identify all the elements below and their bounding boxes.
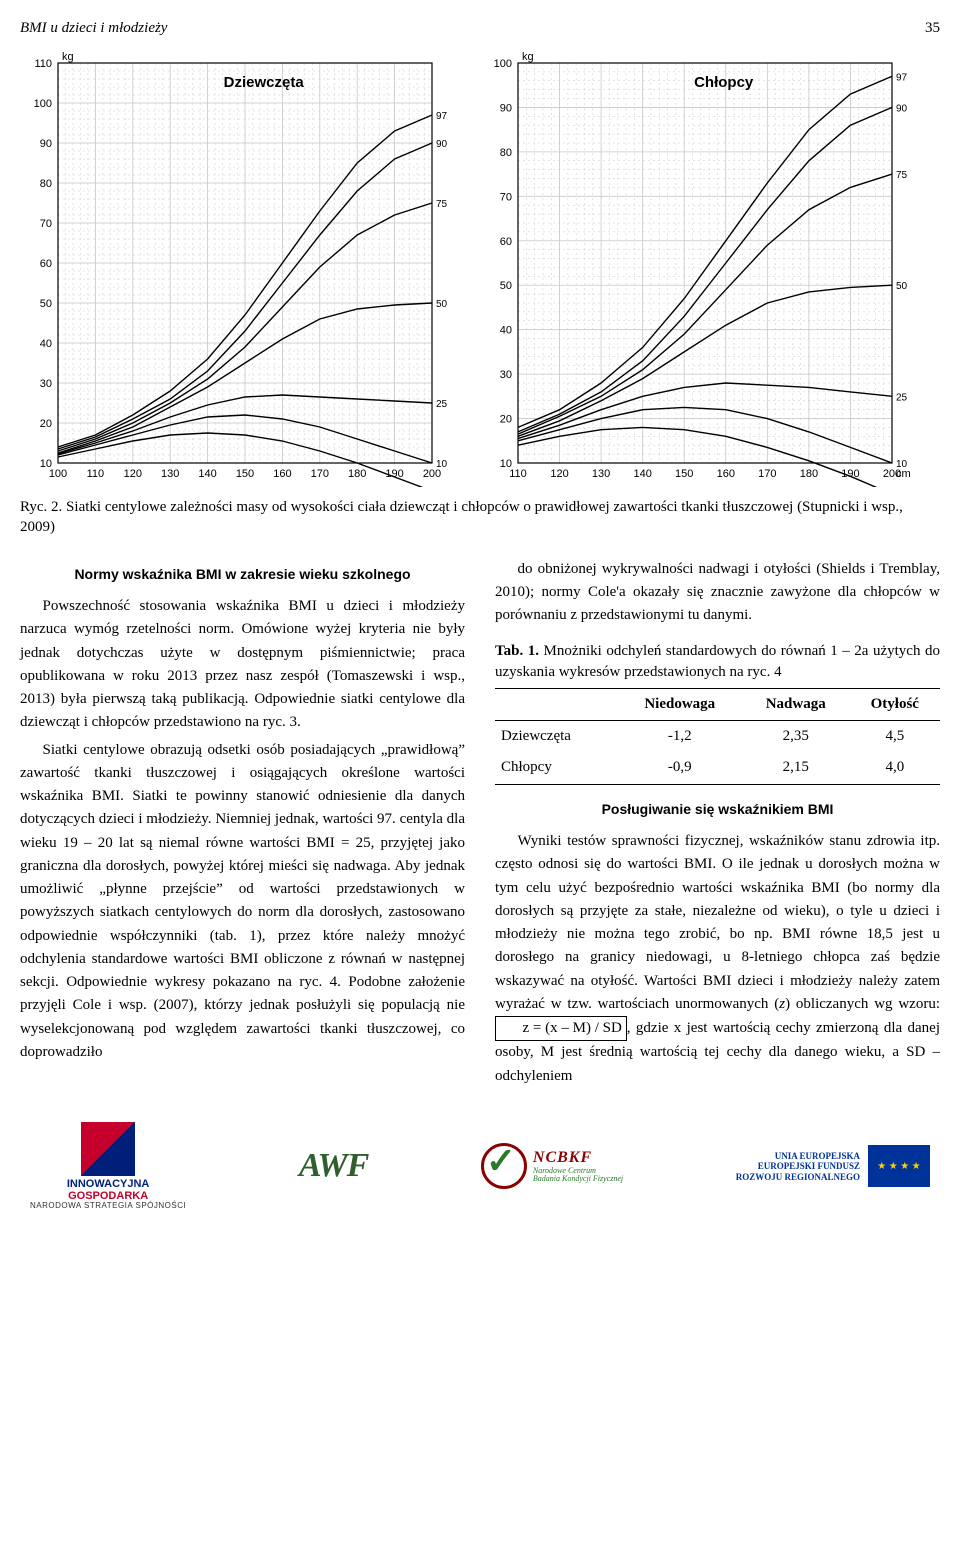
svg-text:140: 140: [633, 468, 651, 480]
svg-text:40: 40: [500, 325, 512, 337]
eu-flag-icon: ★ ★ ★ ★: [868, 1145, 930, 1187]
table-row: Chłopcy-0,92,154,0: [495, 752, 940, 784]
right-heading: Posługiwanie się wskaźnikiem BMI: [495, 799, 940, 821]
table-caption-strong: Tab. 1.: [495, 643, 539, 659]
figure-caption: Ryc. 2. Siatki centylowe zależności masy…: [20, 497, 940, 538]
chart-girls: 1001101201301401501601701801902001020304…: [20, 47, 460, 487]
left-heading: Normy wskaźnika BMI w zakresie wieku szk…: [20, 564, 465, 586]
svg-text:90: 90: [896, 103, 908, 114]
logo-innowacyjna-gospodarka: INNOWACYJNA GOSPODARKA NARODOWA STRATEGI…: [30, 1122, 186, 1211]
svg-text:kg: kg: [522, 51, 534, 63]
text-columns: Normy wskaźnika BMI w zakresie wieku szk…: [20, 558, 940, 1092]
svg-text:50: 50: [40, 298, 52, 310]
running-head: BMI u dzieci i młodzieży 35: [20, 20, 940, 37]
formula-z: z = (x – M) / SD: [495, 1016, 627, 1041]
svg-text:30: 30: [40, 378, 52, 390]
svg-text:150: 150: [675, 468, 693, 480]
chart-boys: 1101201301401501601701801902001020304050…: [480, 47, 920, 487]
svg-text:110: 110: [87, 468, 105, 480]
svg-text:90: 90: [436, 139, 448, 150]
svg-text:100: 100: [494, 58, 512, 70]
svg-text:10: 10: [500, 458, 512, 470]
table-header: Nadwaga: [742, 688, 850, 720]
svg-text:170: 170: [758, 468, 776, 480]
svg-text:40: 40: [40, 338, 52, 350]
svg-text:110: 110: [34, 58, 52, 70]
logo-awf: AWF: [299, 1147, 368, 1185]
left-column: Normy wskaźnika BMI w zakresie wieku szk…: [20, 558, 465, 1092]
ig-mark-icon: [81, 1122, 135, 1176]
logo-eu: UNIA EUROPEJSKA EUROPEJSKI FUNDUSZ ROZWO…: [736, 1145, 930, 1187]
svg-text:150: 150: [236, 468, 254, 480]
svg-text:25: 25: [436, 399, 448, 410]
svg-text:25: 25: [896, 392, 908, 403]
svg-text:100: 100: [34, 98, 52, 110]
right-column: do obniżonej wykrywalności nadwagi i oty…: [495, 558, 940, 1092]
svg-text:97: 97: [436, 111, 448, 122]
svg-text:120: 120: [124, 468, 142, 480]
svg-text:160: 160: [273, 468, 291, 480]
svg-text:130: 130: [592, 468, 610, 480]
page-number: 35: [925, 20, 940, 37]
svg-text:120: 120: [550, 468, 568, 480]
table-row: Dziewczęta-1,22,354,5: [495, 721, 940, 753]
svg-text:75: 75: [436, 199, 448, 210]
svg-text:80: 80: [40, 178, 52, 190]
svg-text:Chłopcy: Chłopcy: [694, 74, 754, 91]
svg-text:97: 97: [896, 72, 908, 83]
svg-text:90: 90: [500, 102, 512, 114]
svg-text:20: 20: [500, 414, 512, 426]
right-p1: do obniżonej wykrywalności nadwagi i oty…: [495, 558, 940, 628]
ncbkf-mark-icon: [481, 1143, 527, 1189]
svg-text:180: 180: [348, 468, 366, 480]
svg-text:180: 180: [800, 468, 818, 480]
svg-text:160: 160: [717, 468, 735, 480]
svg-text:50: 50: [896, 281, 908, 292]
table-header: [495, 688, 618, 720]
svg-text:Dziewczęta: Dziewczęta: [224, 74, 305, 91]
svg-text:10: 10: [436, 459, 448, 470]
svg-text:50: 50: [436, 299, 448, 310]
svg-text:20: 20: [40, 418, 52, 430]
right-p2: Wyniki testów sprawności fizycznej, wska…: [495, 830, 940, 1088]
table-header: Otyłość: [850, 688, 940, 720]
svg-text:60: 60: [40, 258, 52, 270]
running-title: BMI u dzieci i młodzieży: [20, 20, 167, 36]
svg-text:10: 10: [896, 459, 908, 470]
svg-text:70: 70: [500, 191, 512, 203]
svg-text:kg: kg: [62, 51, 74, 63]
svg-text:70: 70: [40, 218, 52, 230]
svg-text:80: 80: [500, 147, 512, 159]
svg-text:140: 140: [198, 468, 216, 480]
logo-ncbkf: NCBKF Narodowe Centrum Badania Kondycji …: [481, 1143, 623, 1189]
left-p1: Powszechność stosowania wskaźnika BMI u …: [20, 595, 465, 735]
svg-text:50: 50: [500, 280, 512, 292]
svg-text:60: 60: [500, 236, 512, 248]
footer-logos: INNOWACYJNA GOSPODARKA NARODOWA STRATEGI…: [20, 1122, 940, 1211]
table-caption-rest: Mnożniki odchyleń standardowych do równa…: [495, 643, 940, 679]
left-p2: Siatki centylowe obrazują odsetki osób p…: [20, 739, 465, 1065]
svg-text:90: 90: [40, 138, 52, 150]
svg-text:130: 130: [161, 468, 179, 480]
charts-row: 1001101201301401501601701801902001020304…: [20, 47, 940, 487]
svg-text:10: 10: [40, 458, 52, 470]
table-header: Niedowaga: [618, 688, 742, 720]
svg-text:170: 170: [311, 468, 329, 480]
table-caption: Tab. 1. Mnożniki odchyleń standardowych …: [495, 641, 940, 682]
multipliers-table: NiedowagaNadwagaOtyłość Dziewczęta-1,22,…: [495, 688, 940, 785]
svg-text:30: 30: [500, 369, 512, 381]
svg-text:75: 75: [896, 170, 908, 181]
